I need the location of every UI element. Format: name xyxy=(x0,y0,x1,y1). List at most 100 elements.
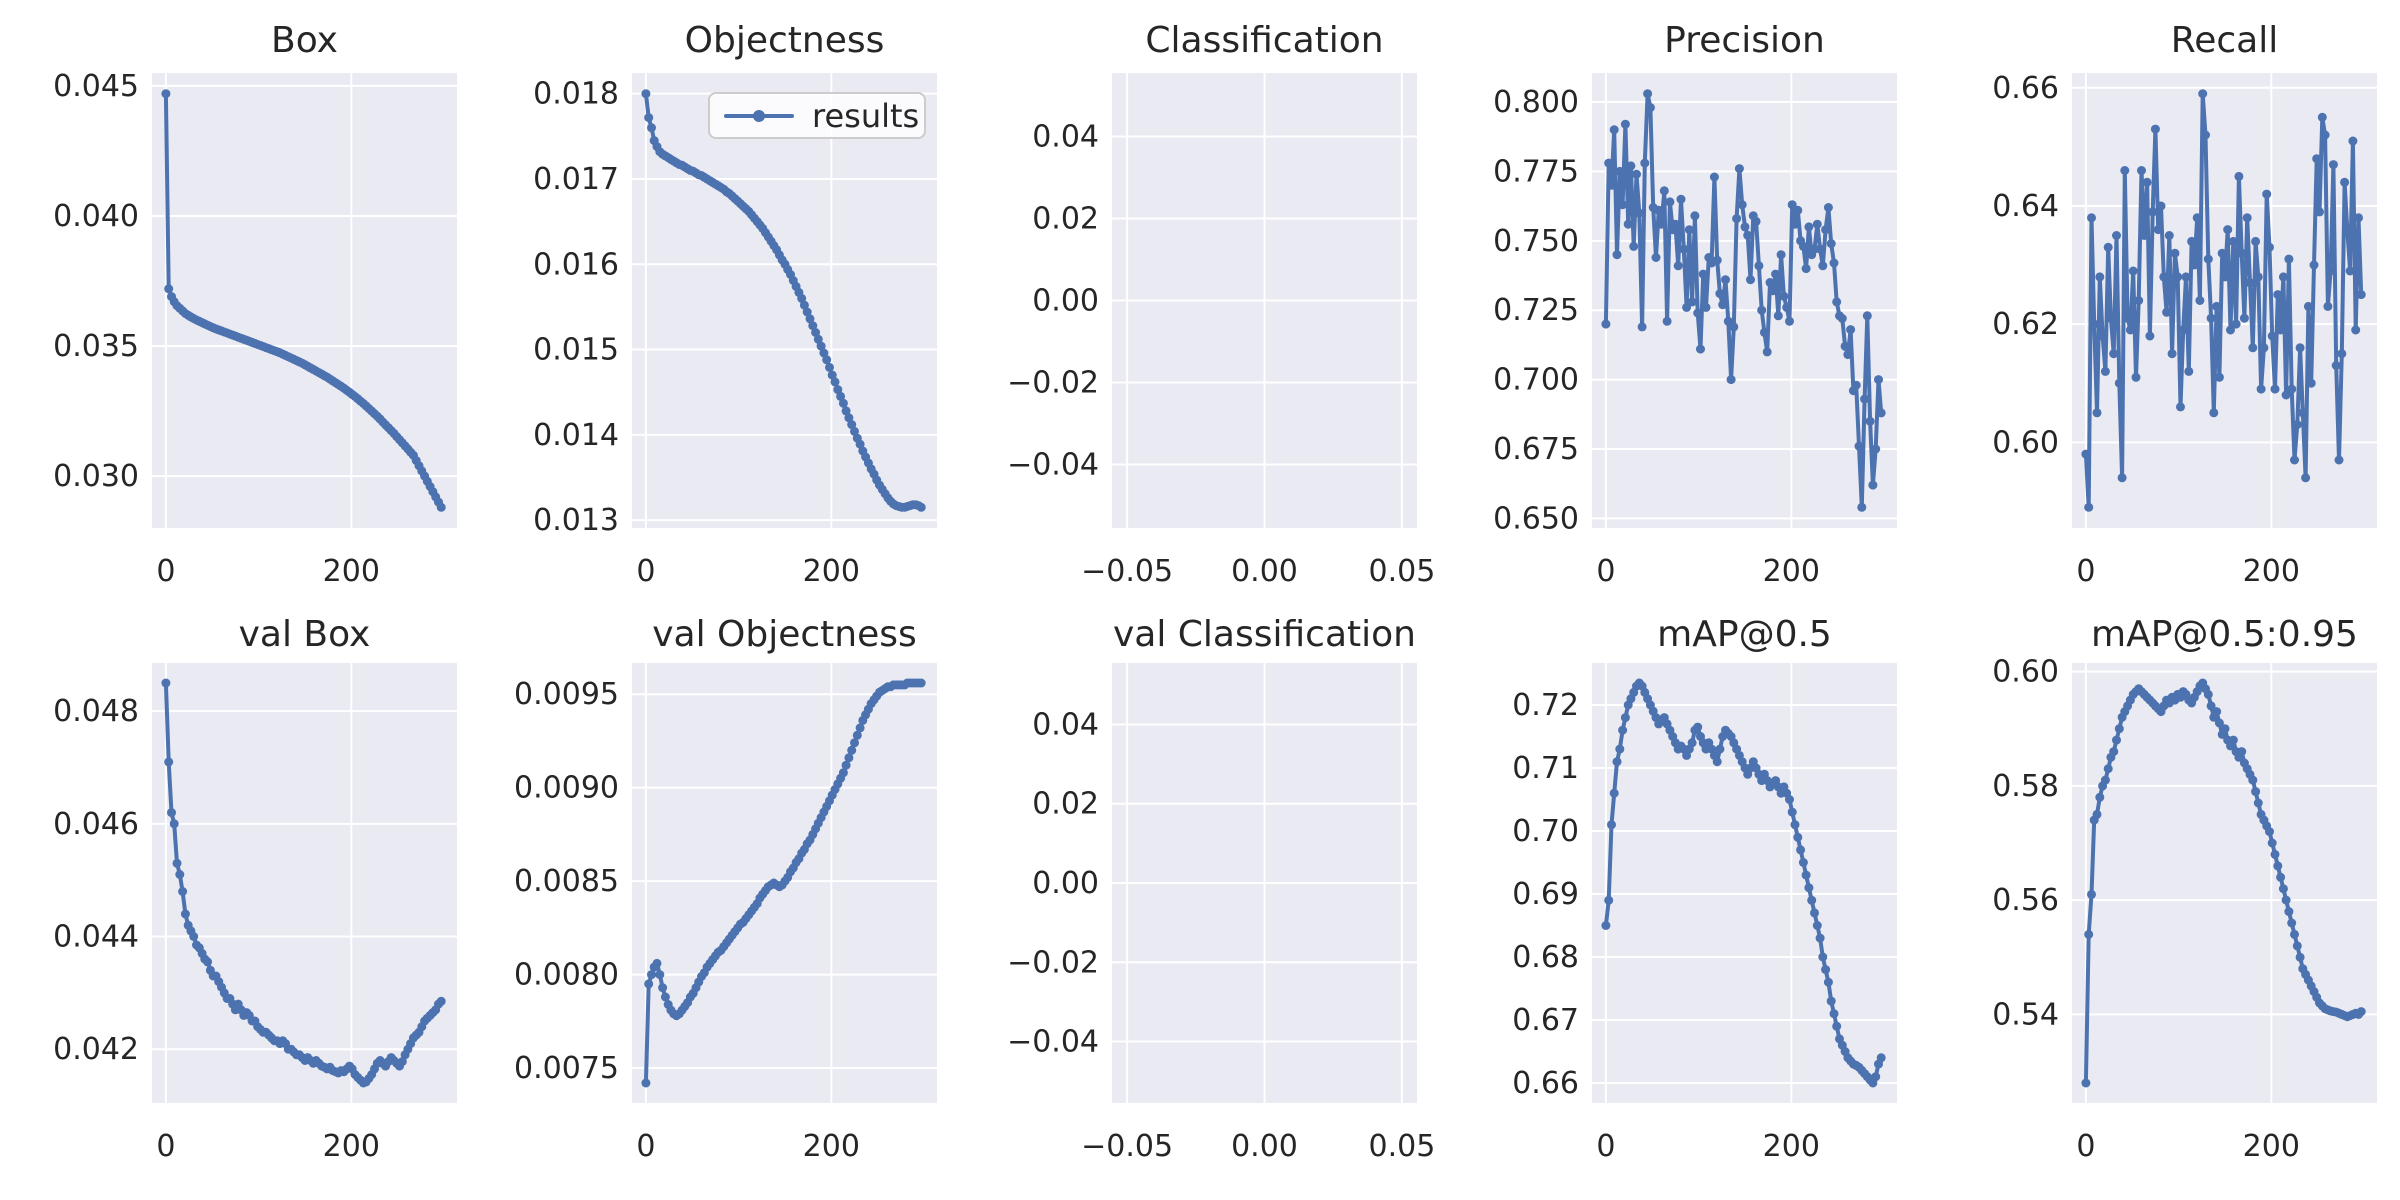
legend-line-marker-icon xyxy=(724,109,794,122)
series-marker xyxy=(1709,172,1719,182)
series-marker xyxy=(1807,895,1817,905)
subplot-title: Objectness xyxy=(685,20,885,61)
series-marker xyxy=(1737,200,1747,210)
series-marker xyxy=(2354,213,2363,223)
y-tick-label: 0.58 xyxy=(1992,769,2059,804)
series-marker xyxy=(841,760,851,770)
y-tick-label: 0.014 xyxy=(533,418,619,453)
y-tick-label: −0.02 xyxy=(1007,365,1099,400)
series-marker xyxy=(1851,380,1861,390)
series-marker xyxy=(2212,301,2222,311)
series-marker xyxy=(1687,738,1697,748)
series-marker xyxy=(2326,266,2336,276)
series-marker xyxy=(1754,261,1764,271)
series-marker xyxy=(1843,350,1853,360)
y-tick-label: 0.66 xyxy=(1512,1066,1579,1101)
series-marker xyxy=(2223,225,2233,235)
series-marker xyxy=(1715,289,1725,299)
legend: results xyxy=(708,92,926,139)
series-marker xyxy=(2137,166,2146,175)
series-marker xyxy=(1776,250,1786,260)
series-marker xyxy=(161,678,171,688)
y-tick-label: 0.0085 xyxy=(514,864,619,899)
series-marker xyxy=(2248,775,2258,785)
series-marker xyxy=(1659,186,1669,196)
series-marker xyxy=(2292,941,2302,951)
y-tick-label: 0.02 xyxy=(1032,787,1099,822)
series-marker xyxy=(1818,261,1828,271)
y-tick-label: 0.70 xyxy=(1512,814,1579,849)
series-marker xyxy=(1632,169,1641,179)
series-marker xyxy=(2351,325,2361,335)
series-marker xyxy=(2276,325,2286,335)
series-marker xyxy=(808,321,818,331)
series-marker xyxy=(855,723,865,733)
series-marker xyxy=(2214,372,2224,382)
series-marker xyxy=(847,420,857,430)
x-tick-label: 0 xyxy=(636,554,655,589)
series-marker xyxy=(2265,242,2274,252)
series-marker xyxy=(2267,838,2277,848)
series-marker xyxy=(1690,211,1700,221)
x-tick-label: 0.05 xyxy=(1368,554,1435,589)
series-marker xyxy=(1762,347,1772,357)
series-marker xyxy=(1604,895,1614,905)
series-marker xyxy=(847,745,857,755)
subplot-title: Precision xyxy=(1664,20,1825,61)
y-tick-label: 0.71 xyxy=(1512,751,1579,786)
series-marker xyxy=(2114,378,2124,388)
series-marker xyxy=(1787,200,1797,210)
series-marker xyxy=(2100,775,2110,785)
series-marker xyxy=(647,123,656,133)
series-marker xyxy=(2092,408,2102,418)
series-marker xyxy=(827,370,837,380)
series-marker xyxy=(2273,861,2283,871)
series-marker xyxy=(797,293,807,303)
y-tick-label: 0.030 xyxy=(53,459,139,494)
series-marker xyxy=(2303,301,2313,311)
series-marker xyxy=(1620,119,1630,129)
x-tick-label: 200 xyxy=(1763,1129,1820,1164)
series-marker xyxy=(2287,918,2297,928)
x-tick-label: 0 xyxy=(1596,1129,1615,1164)
series-marker xyxy=(2209,408,2219,418)
series-marker xyxy=(2145,331,2155,341)
series-marker xyxy=(1804,222,1814,232)
series-marker xyxy=(2270,849,2280,859)
series-marker xyxy=(2081,449,2091,459)
series-marker xyxy=(2148,207,2158,217)
series-marker xyxy=(1723,316,1733,326)
series-marker xyxy=(1634,208,1644,218)
series-marker xyxy=(1860,394,1870,404)
x-tick-label: 0 xyxy=(2076,1129,2095,1164)
series-marker xyxy=(2220,724,2230,734)
series-marker xyxy=(850,738,859,748)
series-marker xyxy=(1726,375,1736,385)
y-tick-label: 0.040 xyxy=(53,199,139,234)
series-marker xyxy=(2203,689,2213,699)
x-tick-label: 200 xyxy=(1763,554,1820,589)
y-tick-label: 0.044 xyxy=(53,920,139,955)
series-marker xyxy=(2262,189,2272,199)
series-marker xyxy=(1798,858,1808,867)
subplot-title: mAP@0.5 xyxy=(1657,614,1832,655)
series-marker xyxy=(1823,977,1833,987)
series-marker xyxy=(816,341,826,351)
series-marker xyxy=(178,887,188,896)
subplot-map-0.5-0.95: 0 200 0.60 0.58 0.56 0.54 mAP@0.5:0.95 xyxy=(1992,614,2377,1164)
series-marker xyxy=(2342,225,2352,235)
series-marker xyxy=(1607,180,1616,190)
x-tick-label: 200 xyxy=(323,554,380,589)
series-marker xyxy=(658,983,668,993)
series-marker xyxy=(2281,895,2291,905)
series-marker xyxy=(1693,308,1703,318)
subplot-title: val Objectness xyxy=(652,614,917,655)
series-line xyxy=(1603,91,1884,510)
series-marker xyxy=(2270,384,2280,394)
y-tick-label: −0.04 xyxy=(1007,1025,1099,1060)
series-marker xyxy=(644,113,654,123)
x-tick-label: 200 xyxy=(2243,1129,2300,1164)
series-marker xyxy=(2142,177,2152,187)
series-marker xyxy=(1801,264,1811,274)
series-marker xyxy=(2242,213,2252,223)
